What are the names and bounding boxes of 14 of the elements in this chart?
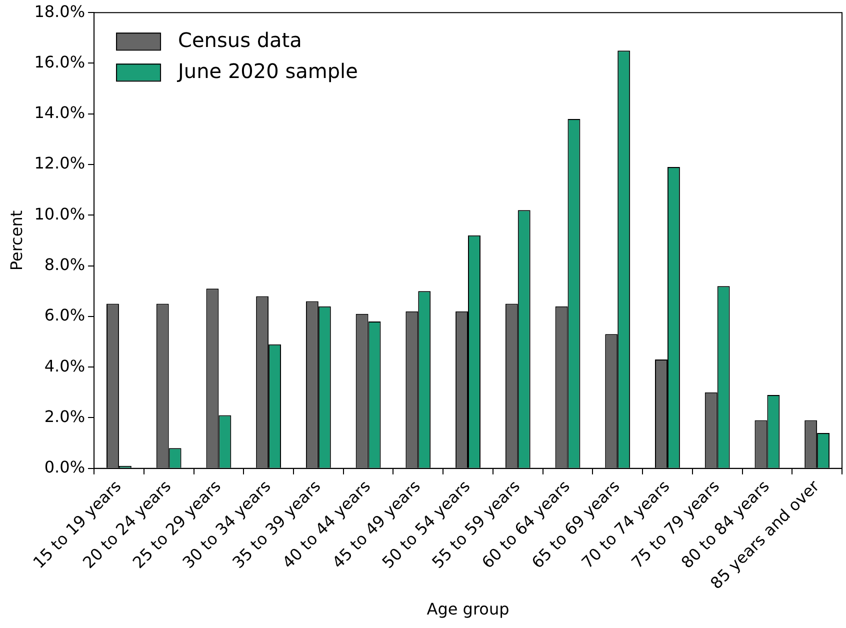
y-axis-title: Percent (6, 210, 26, 271)
y-tick-label: 16.0% (34, 52, 86, 72)
legend-label: June 2020 sample (176, 58, 358, 83)
legend-label: Census data (178, 28, 302, 52)
y-tick-label: 0.0% (44, 458, 86, 477)
y-tick-label: 2.0% (44, 406, 86, 426)
y-tick-label: 8.0% (44, 254, 86, 274)
x-axis-title: Age group (426, 600, 510, 619)
y-tick-label: 10.0% (34, 204, 86, 224)
y-tick-label: 18.0% (34, 2, 86, 21)
y-tick-label: 14.0% (34, 103, 86, 122)
y-tick-label: 12.0% (34, 154, 86, 173)
y-tick-label: 4.0% (44, 356, 86, 376)
y-tick-label: 6.0% (44, 306, 86, 325)
